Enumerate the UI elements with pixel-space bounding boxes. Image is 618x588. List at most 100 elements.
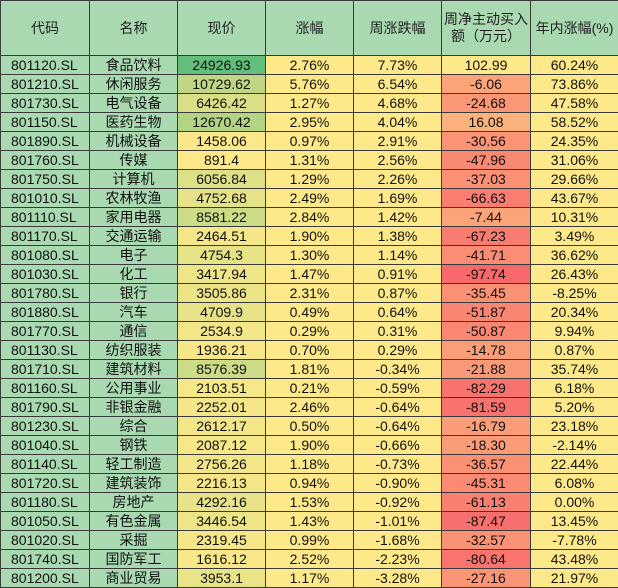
ytd-change-cell[interactable]: -8.25% xyxy=(530,283,618,303)
code-cell[interactable]: 801020.SL xyxy=(0,530,90,550)
ytd-change-cell[interactable]: 24.35% xyxy=(530,131,618,151)
name-cell[interactable]: 钢铁 xyxy=(89,435,178,455)
change-cell[interactable]: 1.53% xyxy=(265,492,354,512)
price-cell[interactable]: 12670.42 xyxy=(177,112,266,132)
name-cell[interactable]: 采掘 xyxy=(89,530,178,550)
price-cell[interactable]: 8581.22 xyxy=(177,207,266,227)
weekly-net-buy-cell[interactable]: -36.57 xyxy=(441,454,531,474)
code-cell[interactable]: 801130.SL xyxy=(0,340,90,360)
weekly-change-cell[interactable]: 1.69% xyxy=(353,188,442,208)
code-cell[interactable]: 801210.SL xyxy=(0,74,90,94)
name-cell[interactable]: 银行 xyxy=(89,283,178,303)
weekly-net-buy-cell[interactable]: -66.63 xyxy=(441,188,531,208)
ytd-change-cell[interactable]: -7.78% xyxy=(530,530,618,550)
name-cell[interactable]: 传媒 xyxy=(89,150,178,170)
name-cell[interactable]: 通信 xyxy=(89,321,178,341)
name-cell[interactable]: 电气设备 xyxy=(89,93,178,113)
weekly-change-cell[interactable]: 0.29% xyxy=(353,340,442,360)
code-cell[interactable]: 801140.SL xyxy=(0,454,90,474)
header-name[interactable]: 名称 xyxy=(89,0,178,56)
weekly-net-buy-cell[interactable]: -67.23 xyxy=(441,226,531,246)
price-cell[interactable]: 2612.17 xyxy=(177,416,266,436)
weekly-net-buy-cell[interactable]: -14.78 xyxy=(441,340,531,360)
price-cell[interactable]: 1936.21 xyxy=(177,340,266,360)
ytd-change-cell[interactable]: 5.20% xyxy=(530,397,618,417)
ytd-change-cell[interactable]: 3.49% xyxy=(530,226,618,246)
code-cell[interactable]: 801750.SL xyxy=(0,169,90,189)
change-cell[interactable]: 0.49% xyxy=(265,302,354,322)
change-cell[interactable]: 1.81% xyxy=(265,359,354,379)
name-cell[interactable]: 电子 xyxy=(89,245,178,265)
weekly-net-buy-cell[interactable]: -87.47 xyxy=(441,511,531,531)
code-cell[interactable]: 801780.SL xyxy=(0,283,90,303)
change-cell[interactable]: 1.27% xyxy=(265,93,354,113)
weekly-change-cell[interactable]: -3.28% xyxy=(353,568,442,588)
change-cell[interactable]: 2.52% xyxy=(265,549,354,569)
ytd-change-cell[interactable]: 0.87% xyxy=(530,340,618,360)
weekly-net-buy-cell[interactable]: -61.13 xyxy=(441,492,531,512)
name-cell[interactable]: 综合 xyxy=(89,416,178,436)
name-cell[interactable]: 农林牧渔 xyxy=(89,188,178,208)
ytd-change-cell[interactable]: 60.24% xyxy=(530,55,618,75)
change-cell[interactable]: 1.30% xyxy=(265,245,354,265)
weekly-change-cell[interactable]: -0.64% xyxy=(353,416,442,436)
ytd-change-cell[interactable]: 36.62% xyxy=(530,245,618,265)
name-cell[interactable]: 建筑装饰 xyxy=(89,473,178,493)
code-cell[interactable]: 801230.SL xyxy=(0,416,90,436)
name-cell[interactable]: 有色金属 xyxy=(89,511,178,531)
ytd-change-cell[interactable]: -2.14% xyxy=(530,435,618,455)
name-cell[interactable]: 化工 xyxy=(89,264,178,284)
price-cell[interactable]: 4752.68 xyxy=(177,188,266,208)
code-cell[interactable]: 801160.SL xyxy=(0,378,90,398)
code-cell[interactable]: 801740.SL xyxy=(0,549,90,569)
weekly-net-buy-cell[interactable]: -35.45 xyxy=(441,283,531,303)
code-cell[interactable]: 801180.SL xyxy=(0,492,90,512)
weekly-net-buy-cell[interactable]: -24.68 xyxy=(441,93,531,113)
change-cell[interactable]: 1.90% xyxy=(265,435,354,455)
price-cell[interactable]: 2216.13 xyxy=(177,473,266,493)
price-cell[interactable]: 2756.26 xyxy=(177,454,266,474)
weekly-change-cell[interactable]: 2.56% xyxy=(353,150,442,170)
change-cell[interactable]: 1.47% xyxy=(265,264,354,284)
ytd-change-cell[interactable]: 26.43% xyxy=(530,264,618,284)
code-cell[interactable]: 801080.SL xyxy=(0,245,90,265)
change-cell[interactable]: 1.31% xyxy=(265,150,354,170)
weekly-net-buy-cell[interactable]: -27.16 xyxy=(441,568,531,588)
weekly-change-cell[interactable]: 0.31% xyxy=(353,321,442,341)
name-cell[interactable]: 家用电器 xyxy=(89,207,178,227)
weekly-change-cell[interactable]: 6.54% xyxy=(353,74,442,94)
name-cell[interactable]: 建筑材料 xyxy=(89,359,178,379)
header-weekly-change[interactable]: 周涨跌幅 xyxy=(353,0,442,56)
code-cell[interactable]: 801790.SL xyxy=(0,397,90,417)
ytd-change-cell[interactable]: 47.58% xyxy=(530,93,618,113)
name-cell[interactable]: 纺织服装 xyxy=(89,340,178,360)
weekly-change-cell[interactable]: 1.42% xyxy=(353,207,442,227)
price-cell[interactable]: 3505.86 xyxy=(177,283,266,303)
change-cell[interactable]: 0.29% xyxy=(265,321,354,341)
price-cell[interactable]: 2103.51 xyxy=(177,378,266,398)
ytd-change-cell[interactable]: 10.31% xyxy=(530,207,618,227)
price-cell[interactable]: 2319.45 xyxy=(177,530,266,550)
weekly-net-buy-cell[interactable]: -32.57 xyxy=(441,530,531,550)
weekly-net-buy-cell[interactable]: -81.59 xyxy=(441,397,531,417)
ytd-change-cell[interactable]: 23.18% xyxy=(530,416,618,436)
weekly-change-cell[interactable]: 0.87% xyxy=(353,283,442,303)
weekly-change-cell[interactable]: -0.73% xyxy=(353,454,442,474)
weekly-change-cell[interactable]: 2.91% xyxy=(353,131,442,151)
price-cell[interactable]: 4292.16 xyxy=(177,492,266,512)
header-change[interactable]: 涨幅 xyxy=(265,0,354,56)
weekly-net-buy-cell[interactable]: -37.03 xyxy=(441,169,531,189)
weekly-change-cell[interactable]: -1.68% xyxy=(353,530,442,550)
weekly-change-cell[interactable]: -0.34% xyxy=(353,359,442,379)
name-cell[interactable]: 机械设备 xyxy=(89,131,178,151)
price-cell[interactable]: 2534.9 xyxy=(177,321,266,341)
weekly-net-buy-cell[interactable]: -30.56 xyxy=(441,131,531,151)
header-ytd-change[interactable]: 年内涨幅(%) xyxy=(530,0,618,56)
price-cell[interactable]: 2252.01 xyxy=(177,397,266,417)
weekly-net-buy-cell[interactable]: -45.31 xyxy=(441,473,531,493)
change-cell[interactable]: 2.76% xyxy=(265,55,354,75)
weekly-net-buy-cell[interactable]: 102.99 xyxy=(441,55,531,75)
price-cell[interactable]: 8576.39 xyxy=(177,359,266,379)
change-cell[interactable]: 0.70% xyxy=(265,340,354,360)
ytd-change-cell[interactable]: 31.06% xyxy=(530,150,618,170)
